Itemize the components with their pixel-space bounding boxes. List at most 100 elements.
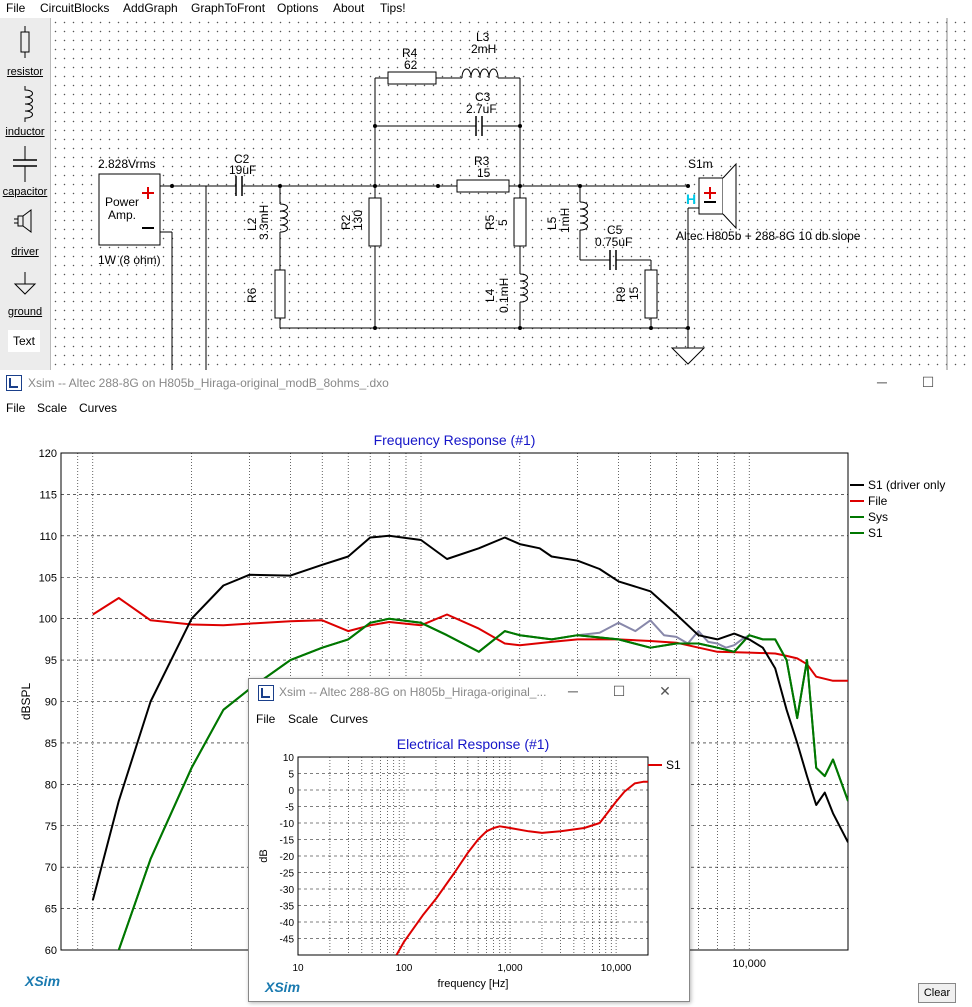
l3-value: 2mH (471, 42, 496, 56)
resistor-label[interactable]: resistor (6, 66, 44, 78)
xsim-app-icon (258, 685, 274, 701)
inductor-tool[interactable] (0, 84, 50, 127)
driver-tool[interactable] (0, 208, 50, 239)
y-tick-label: 85 (45, 738, 57, 750)
electrical-response-window: Xsim -- Altec 288-8G on H805b_Hiraga-ori… (248, 678, 690, 1002)
x-tick-label: 100 (396, 963, 413, 974)
c5-value: 0.75uF (595, 235, 632, 249)
xsim-brand-main: XSim (25, 973, 61, 989)
freq-menu-curves[interactable]: Curves (79, 401, 118, 415)
elec-titlebar: Xsim -- Altec 288-8G on H805b_Hiraga-ori… (249, 679, 689, 705)
y-tick-label: -15 (280, 836, 295, 847)
driver-name: S1m (688, 157, 713, 171)
close-icon[interactable]: ✕ (659, 683, 671, 699)
menu-tips[interactable]: Tips! (380, 1, 406, 15)
freq-window-title: Xsim -- Altec 288-8G on H805b_Hiraga-ori… (28, 376, 389, 390)
r2-value: 130 (351, 210, 365, 230)
y-tick-label: 60 (45, 945, 57, 957)
text-tool[interactable]: Text (8, 330, 40, 352)
capacitor-label[interactable]: capacitor (2, 186, 48, 198)
r3-name: R3 (474, 154, 490, 168)
y-tick-label: 95 (45, 655, 57, 667)
xsim-app-icon (6, 375, 22, 391)
legend-entry: S1 (666, 758, 681, 772)
menu-graphtofront[interactable]: GraphToFront (191, 1, 266, 15)
ground-label[interactable]: ground (7, 306, 43, 318)
driver-label[interactable]: driver (11, 246, 39, 258)
series-line-extra (577, 619, 750, 649)
series-line-s1-driver-only (91, 534, 848, 901)
y-tick-label: 115 (39, 489, 57, 501)
c2-name: C2 (234, 152, 250, 166)
y-tick-label: 75 (45, 821, 57, 833)
elec-menu-file[interactable]: File (256, 712, 276, 726)
c3-value: 2.7uF (466, 102, 497, 116)
menu-circuitblocks[interactable]: CircuitBlocks (40, 1, 110, 15)
c2-value: 19uF (229, 163, 256, 177)
l4-value: 0.1mH (497, 278, 511, 313)
schematic-canvas[interactable] (51, 18, 972, 370)
y-tick-label: 100 (39, 614, 57, 626)
r4-name: R4 (402, 46, 418, 60)
r5-value: 5 (496, 219, 510, 226)
main-menubar: File CircuitBlocks AddGraph GraphToFront… (0, 0, 972, 18)
x-tick-label: 10 (292, 963, 304, 974)
resistor-tool[interactable] (0, 26, 50, 61)
y-tick-label: 0 (288, 786, 294, 797)
series-line-file (92, 597, 848, 682)
driver-description: Altec H805b + 288-8G 10 db slope (676, 229, 861, 243)
legend-entry: S1 (868, 526, 883, 540)
resistor-icon (20, 26, 30, 58)
l2-name: L2 (245, 217, 259, 231)
plot-frame (297, 756, 649, 956)
y-tick-label: -10 (280, 819, 295, 830)
r4-value: 62 (404, 58, 418, 72)
y-tick-label: 65 (45, 904, 57, 916)
plot-grid (297, 756, 649, 955)
series-line-sys (117, 617, 848, 950)
ground-tool[interactable] (0, 270, 50, 301)
y-tick-label: -35 (280, 902, 295, 913)
clear-button[interactable]: Clear (918, 983, 956, 1003)
l2-value: 3.3mH (257, 205, 271, 240)
l4-name: L4 (483, 288, 497, 302)
amp-spec-label: 1W (8 ohm) (98, 253, 161, 267)
menu-addgraph[interactable]: AddGraph (123, 1, 178, 15)
electrical-response-chart[interactable]: 10 5 0 -5 -10 -15 -20 -25 -30 -35 -40 -45 10 100 1,000… (249, 728, 687, 990)
minimize-icon[interactable]: ─ (568, 683, 578, 699)
x-tick-label: 10,000 (732, 958, 766, 970)
xsim-brand-elec: XSim (265, 979, 301, 995)
y-tick-label: 90 (45, 697, 57, 709)
c3-name: C3 (475, 90, 491, 104)
y-tick-label: 80 (45, 779, 57, 791)
freq-menu-scale[interactable]: Scale (37, 401, 68, 415)
x-tick-label: 1,000 (498, 963, 523, 974)
maximize-icon[interactable]: ☐ (921, 374, 935, 390)
freq-menu-file[interactable]: File (6, 401, 26, 415)
maximize-icon[interactable]: ☐ (612, 683, 626, 699)
l5-value: 1mH (558, 208, 572, 233)
menu-options[interactable]: Options (277, 1, 319, 15)
inductor-label[interactable]: inductor (5, 126, 45, 138)
driver-icon (14, 209, 32, 233)
elec-menu-scale[interactable]: Scale (288, 712, 319, 726)
elec-menu-curves[interactable]: Curves (330, 712, 369, 726)
menu-about[interactable]: About (333, 1, 365, 15)
series-line-s1 (395, 780, 648, 955)
y-tick-label: -30 (280, 885, 295, 896)
source-voltage-label: 2.828Vrms (98, 157, 156, 171)
y-tick-label: -25 (280, 869, 295, 880)
circuit-diagram: 2.828Vrms Power Amp. 1W (8 ohm) C2 19uF … (98, 18, 948, 370)
minimize-icon[interactable]: ─ (877, 374, 887, 390)
capacitor-tool[interactable] (0, 144, 50, 187)
series-group (395, 780, 648, 955)
y-tick-label: -40 (280, 918, 295, 929)
y-tick-label: 70 (45, 862, 57, 874)
capacitor-icon (13, 146, 37, 182)
r9-value: 15 (627, 286, 641, 300)
freq-titlebar: Xsim -- Altec 288-8G on H805b_Hiraga-ori… (0, 370, 972, 396)
r9-name: R9 (614, 286, 628, 302)
x-tick-label: 10,000 (601, 963, 632, 974)
menu-file[interactable]: File (6, 1, 26, 15)
y-tick-label: 5 (288, 770, 294, 781)
